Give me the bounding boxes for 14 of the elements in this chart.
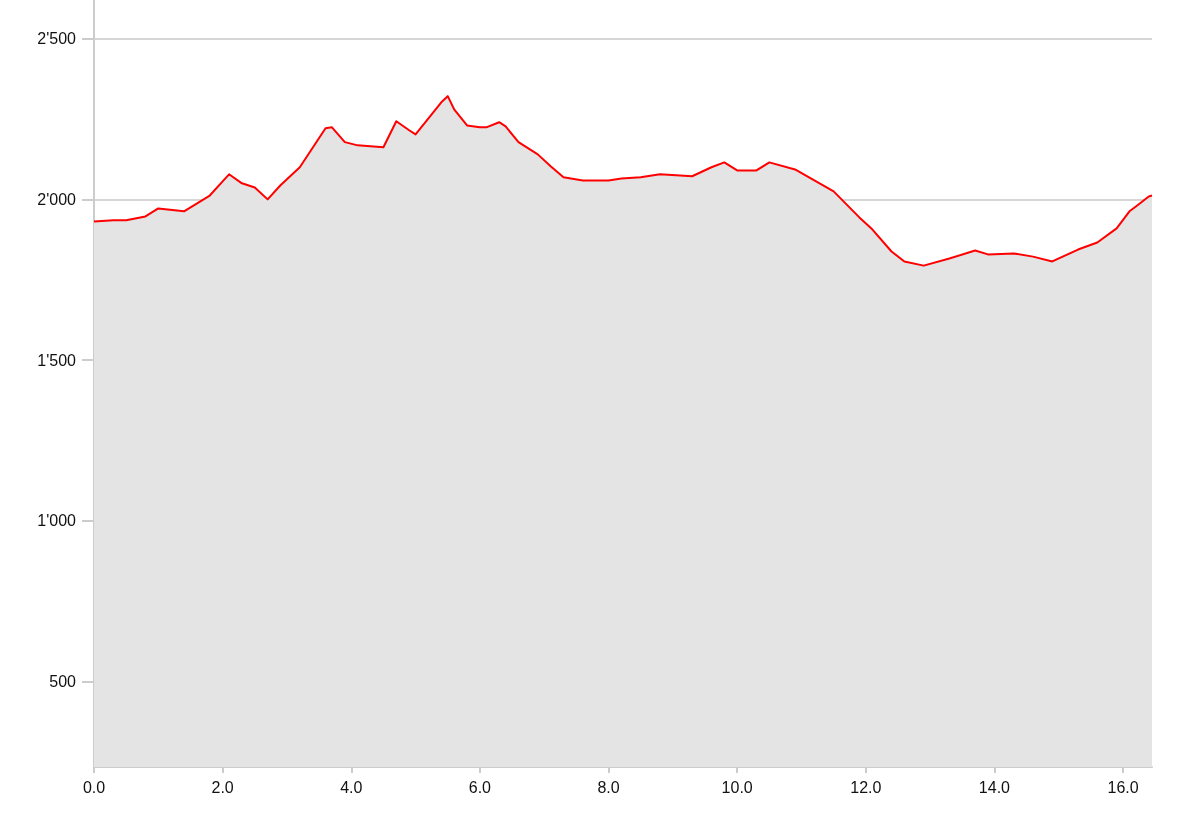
x-tick-label: 16.0 xyxy=(1107,778,1139,796)
y-tick-label: 1'000 xyxy=(37,512,77,530)
x-tick-label: 2.0 xyxy=(211,778,234,796)
y-tick-label: 2'000 xyxy=(37,190,77,208)
x-tick-label: 10.0 xyxy=(721,778,753,796)
x-tick-label: 0.0 xyxy=(82,778,106,796)
y-tick-label: 1'500 xyxy=(37,351,77,369)
x-tick-label: 4.0 xyxy=(340,778,363,796)
y-tick-label: 500 xyxy=(49,673,77,691)
x-tick-label: 8.0 xyxy=(597,778,620,796)
x-tick-label: 12.0 xyxy=(850,778,882,796)
x-tick-label: 14.0 xyxy=(978,778,1011,796)
y-tick-label: 2'500 xyxy=(37,30,77,48)
x-tick-label: 6.0 xyxy=(468,778,492,796)
